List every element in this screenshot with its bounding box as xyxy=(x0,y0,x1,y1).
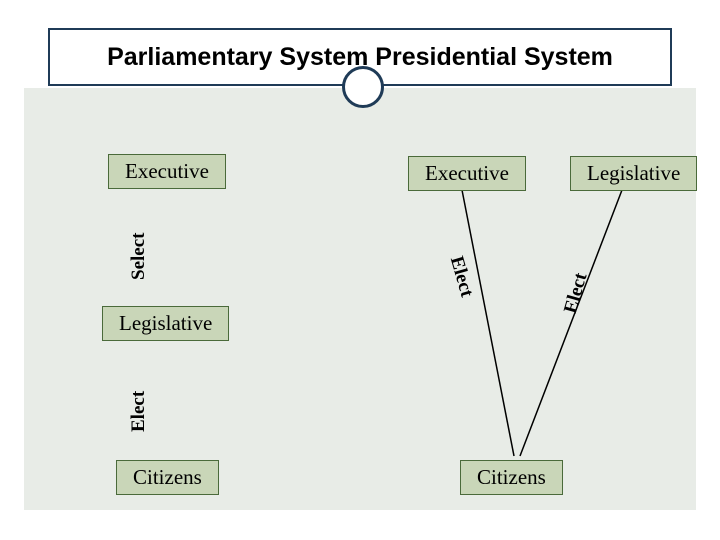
parliamentary-legislative-node: Legislative xyxy=(102,306,229,341)
label-select: Select xyxy=(128,233,150,280)
presidential-citizens-node: Citizens xyxy=(460,460,563,495)
label-elect-parliamentary: Elect xyxy=(128,391,150,432)
presidential-executive-node: Executive xyxy=(408,156,526,191)
parliamentary-citizens-node: Citizens xyxy=(116,460,219,495)
title-circle-accent xyxy=(342,66,384,108)
presidential-legislative-node: Legislative xyxy=(570,156,697,191)
content-background xyxy=(24,88,696,510)
diagram-stage: Parliamentary System Presidential System… xyxy=(0,0,720,540)
parliamentary-executive-node: Executive xyxy=(108,154,226,189)
